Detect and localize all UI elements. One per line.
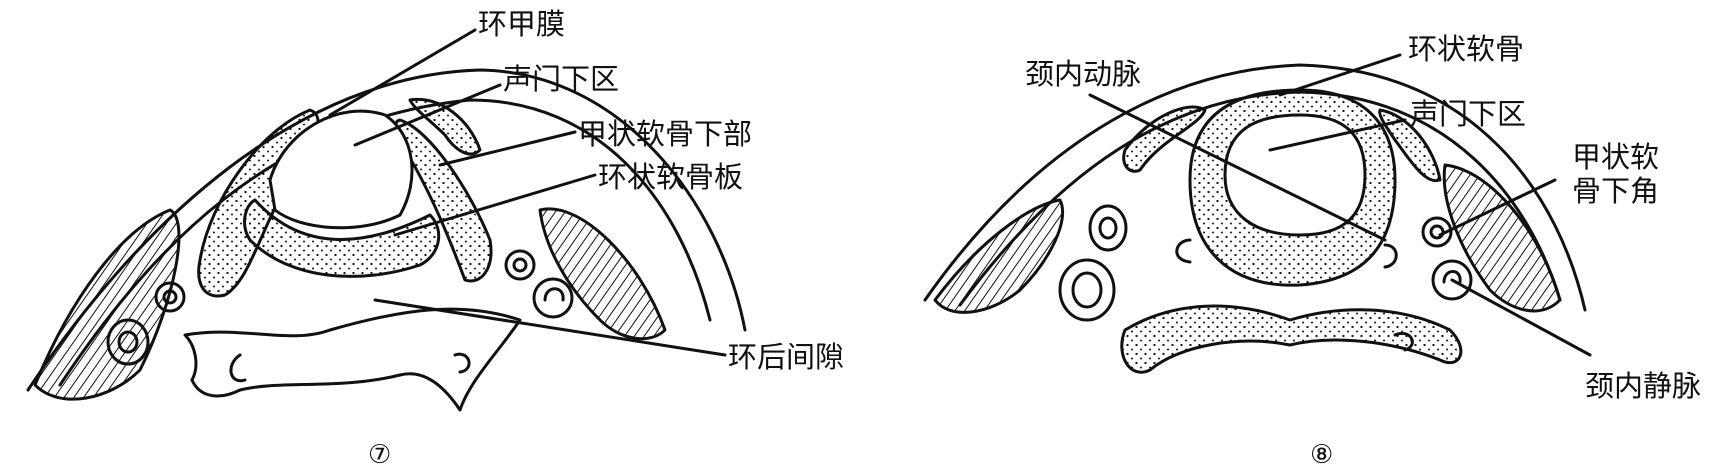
panel-8-pharynx-fold [1393,331,1414,352]
panel-7-vessel-4-inner [543,287,565,302]
panel-7-caption: ⑦ [368,440,392,470]
panel-7-vessel-2-inner [117,330,139,354]
panel-8-section [923,53,1592,374]
panel-7-pharynx [183,307,522,412]
panel-7-leader-3 [438,130,577,167]
panel-8-thyroid-left [1122,105,1207,173]
panel-7-vessel-2 [106,318,150,366]
panel-8-leader-5 [1450,278,1592,357]
panel-8-label-cricoid: 环状软骨 [1408,32,1525,66]
panel-8-leader-2 [1278,53,1402,97]
panel-7-vessel-1-inner [162,289,178,305]
panel-7-leader-2 [353,83,502,147]
panel-7-label-postcricoid: 环后间隙 [728,340,845,374]
panel-8-vessel-4 [1431,259,1473,301]
panel-7-vessel-4 [532,277,574,319]
panel-7-right-muscle [538,207,667,341]
panel-7-leader-1 [328,28,477,117]
panel-8-leader-1 [1088,93,1387,242]
panel-7-vessel-3-inner [512,257,528,273]
panel-7-cricoid-plate [243,198,441,278]
panel-8-label-internal-jugular: 颈内静脉 [1585,369,1702,403]
panel-8-label-subglottic: 声门下区 [1410,97,1527,131]
panel-8-vessel-4-inner [1442,270,1462,284]
panel-8-leader-4 [1438,178,1557,237]
panel-7-label-thyroid-lower: 甲状软骨下部 [578,117,753,151]
panel-7-left-muscle [33,208,181,401]
panel-8-pharynx [1120,304,1463,374]
panel-8-leader-3 [1268,118,1407,152]
panel-7-leader-5 [373,298,727,357]
panel-8-caption: ⑧ [1310,440,1334,470]
panel-7-vessel-3 [504,249,536,281]
panel-8-process-left [1175,238,1192,264]
panel-8-vessel-1 [1088,204,1128,252]
panel-8-lumen [1223,113,1367,237]
panel-8-left-muscle [933,198,1065,314]
panel-7-label-subglottic: 声门下区 [503,62,620,96]
panel-8-label-thyroid-horn: 甲状软骨下角 [1572,140,1660,209]
panel-8-process-right [1383,243,1398,269]
panel-7-vessel-1 [154,281,186,313]
panel-7-pharynx-fold-2 [453,352,471,374]
panel-8-vessel-2 [1058,258,1116,322]
panel-8-vessel-3 [1421,216,1453,248]
panel-8-vessel-2-inner [1071,271,1103,309]
panel-8-label-internal-carotid: 颈内动脉 [1025,57,1142,91]
panel-8-neck-outline [923,63,1587,312]
panel-8-vessel-1-inner [1098,216,1118,240]
panel-7-lumen [268,109,414,230]
panel-7-pharynx-fold-1 [229,353,247,383]
panel-7-section [26,28,747,412]
panel-7-label-cricoid-plate: 环状软骨板 [598,160,744,194]
panel-8-vessel-3-inner [1429,224,1445,240]
panel-7-leader-4 [393,173,597,237]
panel-7-label-cricothyroid-membrane: 环甲膜 [478,7,566,41]
